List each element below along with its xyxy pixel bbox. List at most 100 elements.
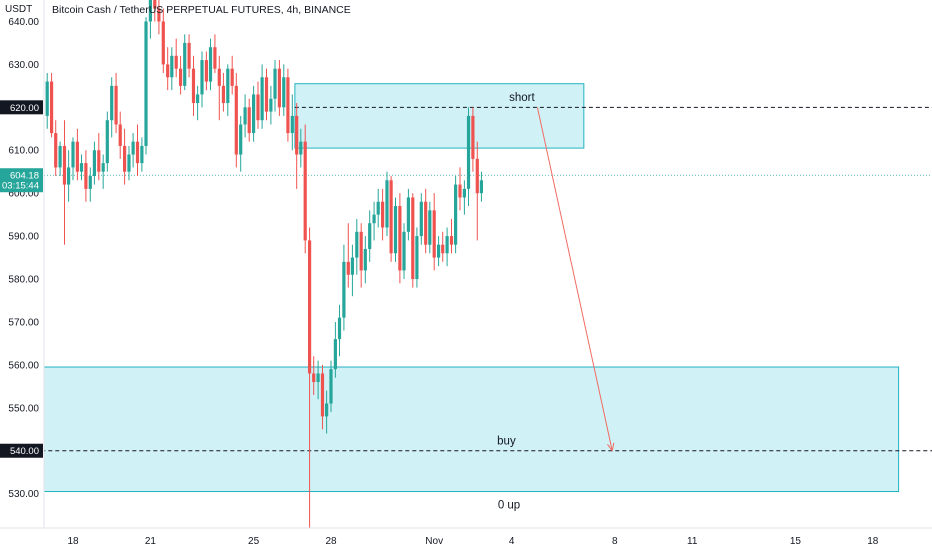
candle (376, 188, 380, 228)
candle-body (264, 77, 269, 112)
candle-body (239, 124, 243, 155)
candle-body (101, 163, 105, 172)
candle-body (140, 145, 144, 164)
candle-body (424, 201, 428, 245)
candle-body (320, 373, 325, 417)
candle (123, 128, 127, 185)
annotation-0-up: 0 up (498, 500, 520, 512)
candle (415, 227, 419, 288)
candle-body (333, 339, 337, 370)
x-tick-label: Nov (425, 536, 443, 547)
candle-body (419, 201, 423, 237)
x-tick-label: 15 (790, 536, 802, 547)
candle (393, 197, 398, 262)
y-tick-label: 580.00 (8, 275, 39, 286)
candle-body (273, 68, 277, 99)
candle (234, 72, 238, 168)
candle (466, 107, 471, 207)
candle-body (166, 64, 170, 78)
candle-body (196, 94, 200, 104)
chart-header: USDT Bitcoin Cash / TetherUS PERPETUAL F… (0, 0, 351, 16)
candle (140, 137, 144, 172)
candle-body (58, 145, 62, 168)
candle-body (123, 145, 127, 172)
candle (286, 68, 290, 142)
candle-body (411, 197, 415, 280)
candle-body (376, 201, 380, 215)
chart-title: Bitcoin Cash / TetherUS PERPETUAL FUTURE… (52, 4, 351, 16)
candle-body (475, 158, 479, 194)
candle (359, 223, 363, 288)
candle-body (208, 47, 213, 82)
candle (385, 171, 389, 237)
candle (213, 34, 217, 73)
candle-body (170, 55, 174, 78)
candle-body (316, 373, 320, 383)
candle (84, 150, 88, 202)
candle (208, 38, 213, 91)
candle-body (325, 403, 329, 417)
candle-body (114, 85, 118, 125)
x-tick-label: 21 (145, 536, 157, 547)
buy-level-tag: 540.00 (10, 446, 39, 457)
zones-layer (33, 83, 900, 493)
candle-body (406, 197, 410, 232)
candle-body (88, 176, 92, 189)
candle (471, 107, 475, 172)
candle (368, 210, 372, 262)
candle (316, 360, 320, 400)
candle (144, 17, 148, 155)
candle-body (135, 141, 140, 164)
candle (398, 193, 402, 284)
short-zone (294, 83, 585, 149)
candle-body (398, 206, 402, 271)
candle-body (260, 77, 264, 121)
candle (329, 360, 333, 413)
candle (411, 193, 415, 288)
x-tick-label: 25 (248, 536, 260, 547)
candle (381, 188, 385, 241)
candle-body (368, 223, 372, 249)
candle-body (458, 184, 462, 198)
candle-body (49, 81, 54, 134)
currency-box (0, 0, 40, 16)
candle-body (441, 244, 445, 254)
candle (307, 227, 312, 528)
candle-body (127, 154, 131, 172)
annotation-buy: buy (497, 435, 516, 447)
candle (372, 201, 376, 241)
candle-body (178, 68, 183, 86)
candle-body (84, 163, 88, 189)
candle (303, 124, 307, 254)
candle-body (54, 133, 58, 168)
candle (166, 47, 170, 91)
candle-body (329, 369, 333, 404)
candle (54, 120, 58, 176)
candle-body (187, 42, 191, 69)
currency-label: USDT (5, 4, 32, 15)
candle (114, 72, 118, 134)
candle (178, 55, 183, 95)
candle-body (303, 141, 307, 241)
candles-layer (45, 0, 484, 528)
candle (402, 223, 406, 280)
buy-level-tag-box (0, 443, 43, 458)
candle-body (350, 257, 355, 275)
candle-body (191, 68, 196, 104)
candle-body (230, 68, 234, 86)
candle-body (436, 244, 441, 258)
x-tick-label: 11 (687, 536, 698, 547)
candle (135, 124, 140, 176)
candle-body (312, 373, 316, 383)
short-level-tag: 620.00 (10, 103, 39, 114)
candle-body (110, 85, 114, 121)
candle-body (471, 115, 475, 159)
candle-body (295, 115, 299, 155)
candle (333, 321, 337, 378)
candle-body (385, 180, 389, 228)
candle (161, 8, 165, 73)
candle-body (359, 231, 363, 271)
candle (239, 115, 243, 172)
candle-body (402, 231, 406, 271)
